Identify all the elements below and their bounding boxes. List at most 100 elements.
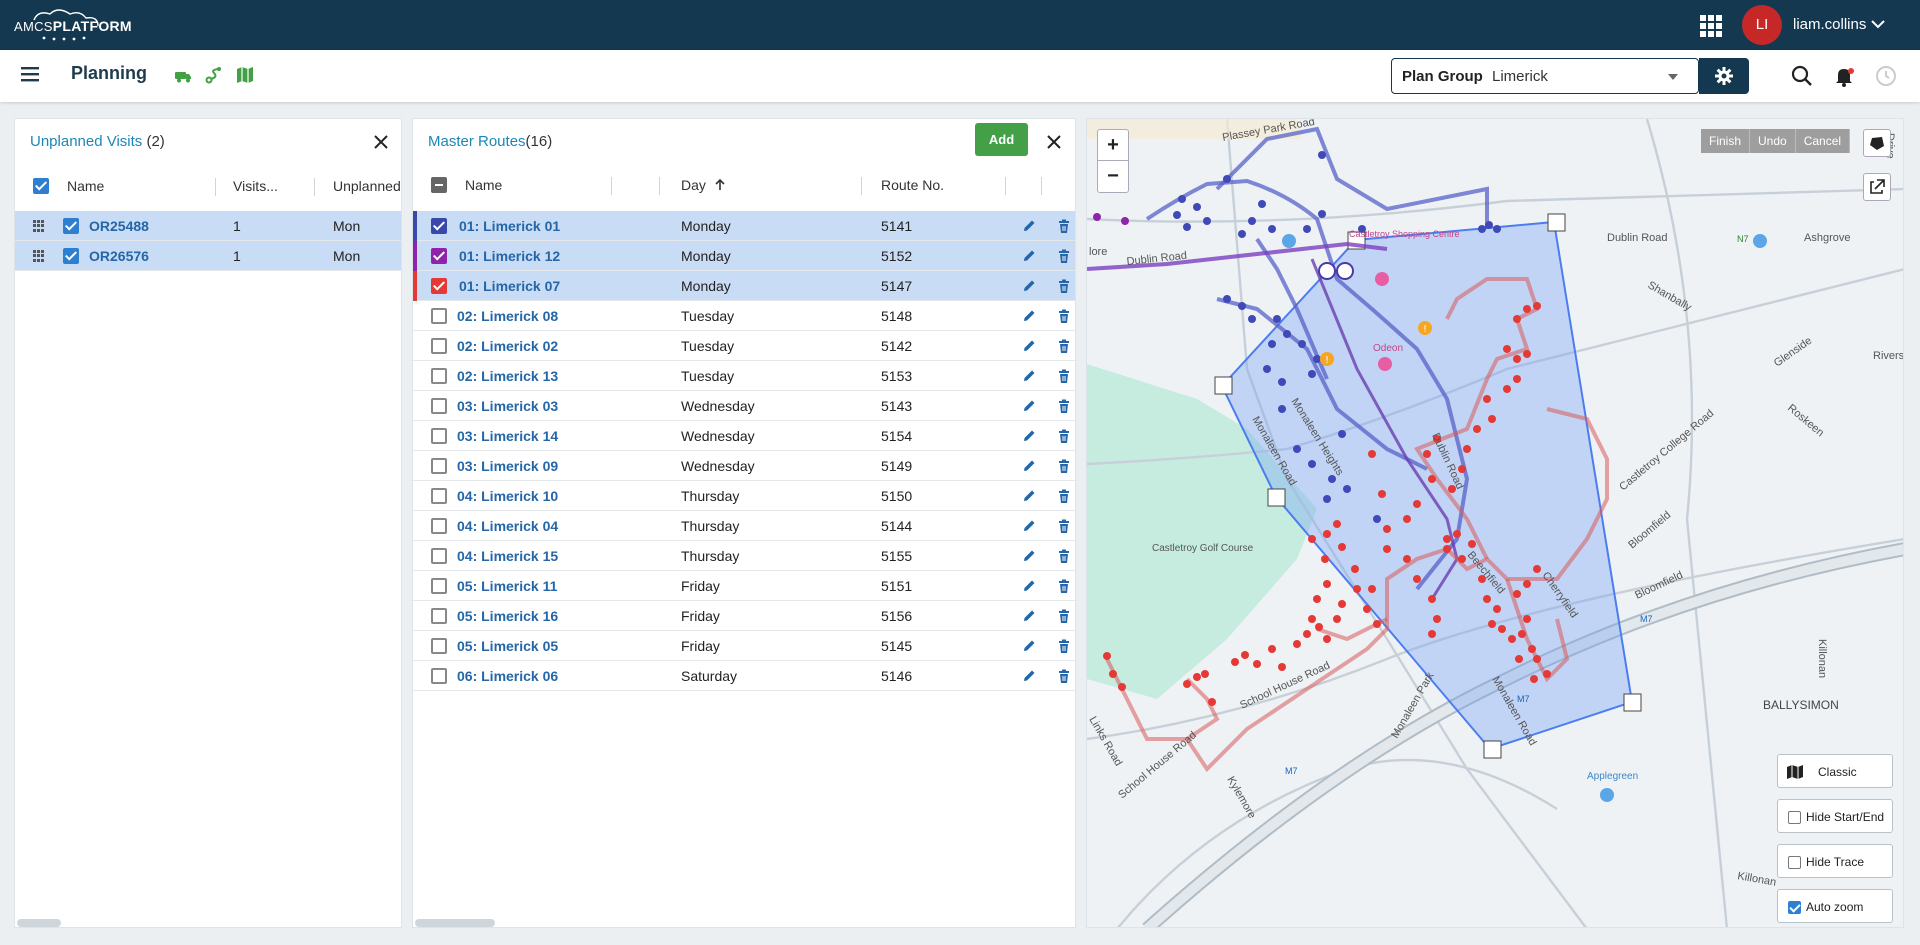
horizontal-scrollbar[interactable] xyxy=(415,919,495,927)
plan-group-settings-button[interactable] xyxy=(1699,58,1749,94)
table-row[interactable]: 03: Limerick 14 Wednesday 5154 xyxy=(413,421,1075,451)
delete-trash-icon[interactable] xyxy=(1056,248,1072,264)
column-route-no[interactable]: Route No. xyxy=(881,177,945,193)
edit-pencil-icon[interactable] xyxy=(1021,488,1037,504)
close-icon[interactable] xyxy=(370,131,392,153)
hide-start-end-checkbox[interactable] xyxy=(1788,811,1801,824)
delete-trash-icon[interactable] xyxy=(1056,518,1072,534)
row-checkbox[interactable] xyxy=(431,428,447,444)
route-name[interactable]: 03: Limerick 03 xyxy=(457,398,559,414)
row-checkbox[interactable] xyxy=(431,488,447,504)
route-name[interactable]: 05: Limerick 05 xyxy=(457,638,559,654)
amcs-logo[interactable]: AMCSPLATFORM xyxy=(14,8,132,42)
column-name[interactable]: Name xyxy=(465,177,503,193)
visit-name[interactable]: OR25488 xyxy=(89,218,149,234)
apps-grid-icon[interactable] xyxy=(1700,15,1722,37)
route-name[interactable]: 04: Limerick 15 xyxy=(457,548,559,564)
edit-pencil-icon[interactable] xyxy=(1021,458,1037,474)
column-day[interactable]: Day xyxy=(681,177,706,193)
route-optimise-icon[interactable] xyxy=(204,65,224,85)
edit-pencil-icon[interactable] xyxy=(1021,518,1037,534)
table-row[interactable]: 02: Limerick 13 Tuesday 5153 xyxy=(413,361,1075,391)
plan-group-select[interactable]: Plan Group Limerick xyxy=(1391,58,1699,94)
delete-trash-icon[interactable] xyxy=(1056,368,1072,384)
column-visits[interactable]: Visits... xyxy=(233,178,278,194)
row-checkbox[interactable] xyxy=(431,248,447,264)
clock-icon[interactable] xyxy=(1874,64,1898,88)
delete-trash-icon[interactable] xyxy=(1056,218,1072,234)
row-checkbox[interactable] xyxy=(431,578,447,594)
table-row[interactable]: 06: Limerick 06 Saturday 5146 xyxy=(413,661,1075,691)
delete-trash-icon[interactable] xyxy=(1056,278,1072,294)
table-row[interactable]: 04: Limerick 15 Thursday 5155 xyxy=(413,541,1075,571)
route-name[interactable]: 05: Limerick 11 xyxy=(457,578,558,594)
edit-pencil-icon[interactable] xyxy=(1021,608,1037,624)
row-checkbox[interactable] xyxy=(431,398,447,414)
map-canvas[interactable]: ! ! Plassey Park Road Dublin Road Dublin… xyxy=(1087,119,1904,928)
route-name[interactable]: 04: Limerick 04 xyxy=(457,518,559,534)
table-row[interactable]: 05: Limerick 11 Friday 5151 xyxy=(413,571,1075,601)
drag-handle-icon[interactable] xyxy=(33,220,45,232)
route-name[interactable]: 02: Limerick 08 xyxy=(457,308,559,324)
delete-trash-icon[interactable] xyxy=(1056,638,1072,654)
drag-handle-icon[interactable] xyxy=(33,250,45,262)
horizontal-scrollbar[interactable] xyxy=(17,919,61,927)
table-row[interactable]: 04: Limerick 04 Thursday 5144 xyxy=(413,511,1075,541)
table-row[interactable]: 02: Limerick 02 Tuesday 5142 xyxy=(413,331,1075,361)
search-icon[interactable] xyxy=(1790,64,1814,88)
edit-pencil-icon[interactable] xyxy=(1021,428,1037,444)
finish-button[interactable]: Finish xyxy=(1701,129,1751,153)
table-row[interactable]: 01: Limerick 07 Monday 5147 xyxy=(413,271,1075,301)
delete-trash-icon[interactable] xyxy=(1056,338,1072,354)
hide-trace-checkbox[interactable] xyxy=(1788,856,1801,869)
route-name[interactable]: 01: Limerick 01 xyxy=(459,218,561,234)
edit-pencil-icon[interactable] xyxy=(1021,248,1037,264)
table-row[interactable]: 03: Limerick 09 Wednesday 5149 xyxy=(413,451,1075,481)
zoom-in-button[interactable]: + xyxy=(1098,130,1128,161)
open-external-button[interactable] xyxy=(1863,173,1891,201)
delete-trash-icon[interactable] xyxy=(1056,548,1072,564)
route-name[interactable]: 01: Limerick 12 xyxy=(459,248,561,264)
row-checkbox[interactable] xyxy=(431,368,447,384)
hamburger-menu-icon[interactable] xyxy=(20,64,40,84)
row-checkbox[interactable] xyxy=(431,518,447,534)
row-checkbox[interactable] xyxy=(431,608,447,624)
hide-start-end-toggle[interactable]: Hide Start/End xyxy=(1777,799,1893,833)
delete-trash-icon[interactable] xyxy=(1056,488,1072,504)
row-checkbox[interactable] xyxy=(63,248,79,264)
row-checkbox[interactable] xyxy=(431,278,447,294)
route-name[interactable]: 02: Limerick 02 xyxy=(457,338,559,354)
visit-name[interactable]: OR26576 xyxy=(89,248,149,264)
row-checkbox[interactable] xyxy=(431,638,447,654)
auto-zoom-toggle[interactable]: Auto zoom xyxy=(1777,889,1893,923)
delete-trash-icon[interactable] xyxy=(1056,578,1072,594)
sort-ascending-icon[interactable] xyxy=(713,178,727,192)
row-checkbox[interactable] xyxy=(63,218,79,234)
row-checkbox[interactable] xyxy=(431,458,447,474)
delete-trash-icon[interactable] xyxy=(1056,458,1072,474)
map-view[interactable]: ! ! Plassey Park Road Dublin Road Dublin… xyxy=(1086,118,1904,928)
cancel-button[interactable]: Cancel xyxy=(1795,129,1851,153)
notification-bell-icon[interactable] xyxy=(1832,64,1856,88)
edit-pencil-icon[interactable] xyxy=(1021,638,1037,654)
row-checkbox[interactable] xyxy=(431,218,447,234)
hide-trace-toggle[interactable]: Hide Trace xyxy=(1777,844,1893,878)
route-name[interactable]: 03: Limerick 14 xyxy=(457,428,559,444)
delete-trash-icon[interactable] xyxy=(1056,608,1072,624)
undo-button[interactable]: Undo xyxy=(1750,129,1796,153)
select-all-checkbox[interactable] xyxy=(33,178,49,194)
table-row[interactable]: 03: Limerick 03 Wednesday 5143 xyxy=(413,391,1075,421)
delete-trash-icon[interactable] xyxy=(1056,308,1072,324)
route-name[interactable]: 02: Limerick 13 xyxy=(457,368,559,384)
table-row[interactable]: 02: Limerick 08 Tuesday 5148 xyxy=(413,301,1075,331)
table-row[interactable]: 05: Limerick 16 Friday 5156 xyxy=(413,601,1075,631)
row-checkbox[interactable] xyxy=(431,308,447,324)
edit-pencil-icon[interactable] xyxy=(1021,338,1037,354)
delete-trash-icon[interactable] xyxy=(1056,668,1072,684)
row-checkbox[interactable] xyxy=(431,548,447,564)
edit-pencil-icon[interactable] xyxy=(1021,668,1037,684)
map-icon[interactable] xyxy=(235,65,255,85)
table-row[interactable]: 04: Limerick 10 Thursday 5150 xyxy=(413,481,1075,511)
table-row[interactable]: 01: Limerick 12 Monday 5152 xyxy=(413,241,1075,271)
chevron-down-icon[interactable] xyxy=(1868,16,1888,32)
